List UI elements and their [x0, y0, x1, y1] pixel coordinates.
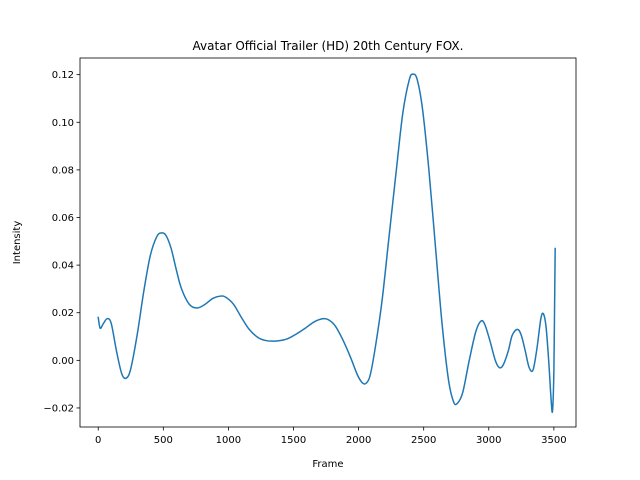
y-tick-label: 0.02: [52, 308, 74, 319]
x-tick-label: 1000: [216, 435, 241, 446]
x-tick-label: 1500: [281, 435, 306, 446]
series-line: [97, 73, 556, 414]
y-tick-label: 0.08: [52, 165, 74, 176]
x-tick-label: 2000: [346, 435, 371, 446]
y-axis: −0.02 0.00 0.02 0.04 0.06 0.08 0.10 0.12: [43, 70, 80, 414]
y-tick-label: 0.12: [52, 70, 74, 81]
x-axis-label: Frame: [312, 459, 343, 470]
x-axis: 0 500 1000 1500 2000 2500 3000 3500: [95, 427, 567, 446]
x-tick-label: 3000: [476, 435, 501, 446]
y-axis-label: Intensity: [12, 221, 23, 265]
x-tick-label: 500: [154, 435, 173, 446]
plot-frame: [79, 57, 577, 428]
x-tick-label: 2500: [411, 435, 436, 446]
chart-title: Avatar Official Trailer (HD) 20th Centur…: [193, 39, 464, 53]
y-tick-label: 0.00: [52, 356, 74, 367]
y-tick-label: −0.02: [43, 403, 74, 414]
x-tick-label: 0: [95, 435, 101, 446]
x-tick-label: 3500: [541, 435, 566, 446]
y-tick-label: 0.04: [52, 261, 74, 272]
y-tick-label: 0.06: [52, 213, 74, 224]
y-tick-label: 0.10: [52, 118, 74, 129]
